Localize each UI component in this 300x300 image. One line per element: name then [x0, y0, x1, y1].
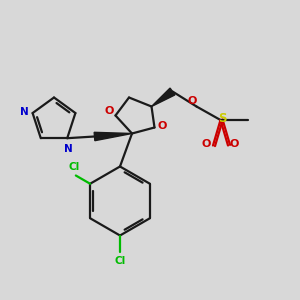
Text: Cl: Cl	[69, 162, 80, 172]
Text: O: O	[230, 139, 239, 149]
Text: O: O	[105, 106, 114, 116]
Text: O: O	[187, 96, 197, 106]
Text: S: S	[218, 112, 226, 125]
Polygon shape	[152, 88, 175, 106]
Text: O: O	[157, 121, 167, 131]
Text: O: O	[202, 139, 211, 149]
Text: Cl: Cl	[114, 256, 126, 266]
Text: N: N	[20, 106, 29, 116]
Text: N: N	[64, 144, 73, 154]
Polygon shape	[94, 132, 132, 141]
